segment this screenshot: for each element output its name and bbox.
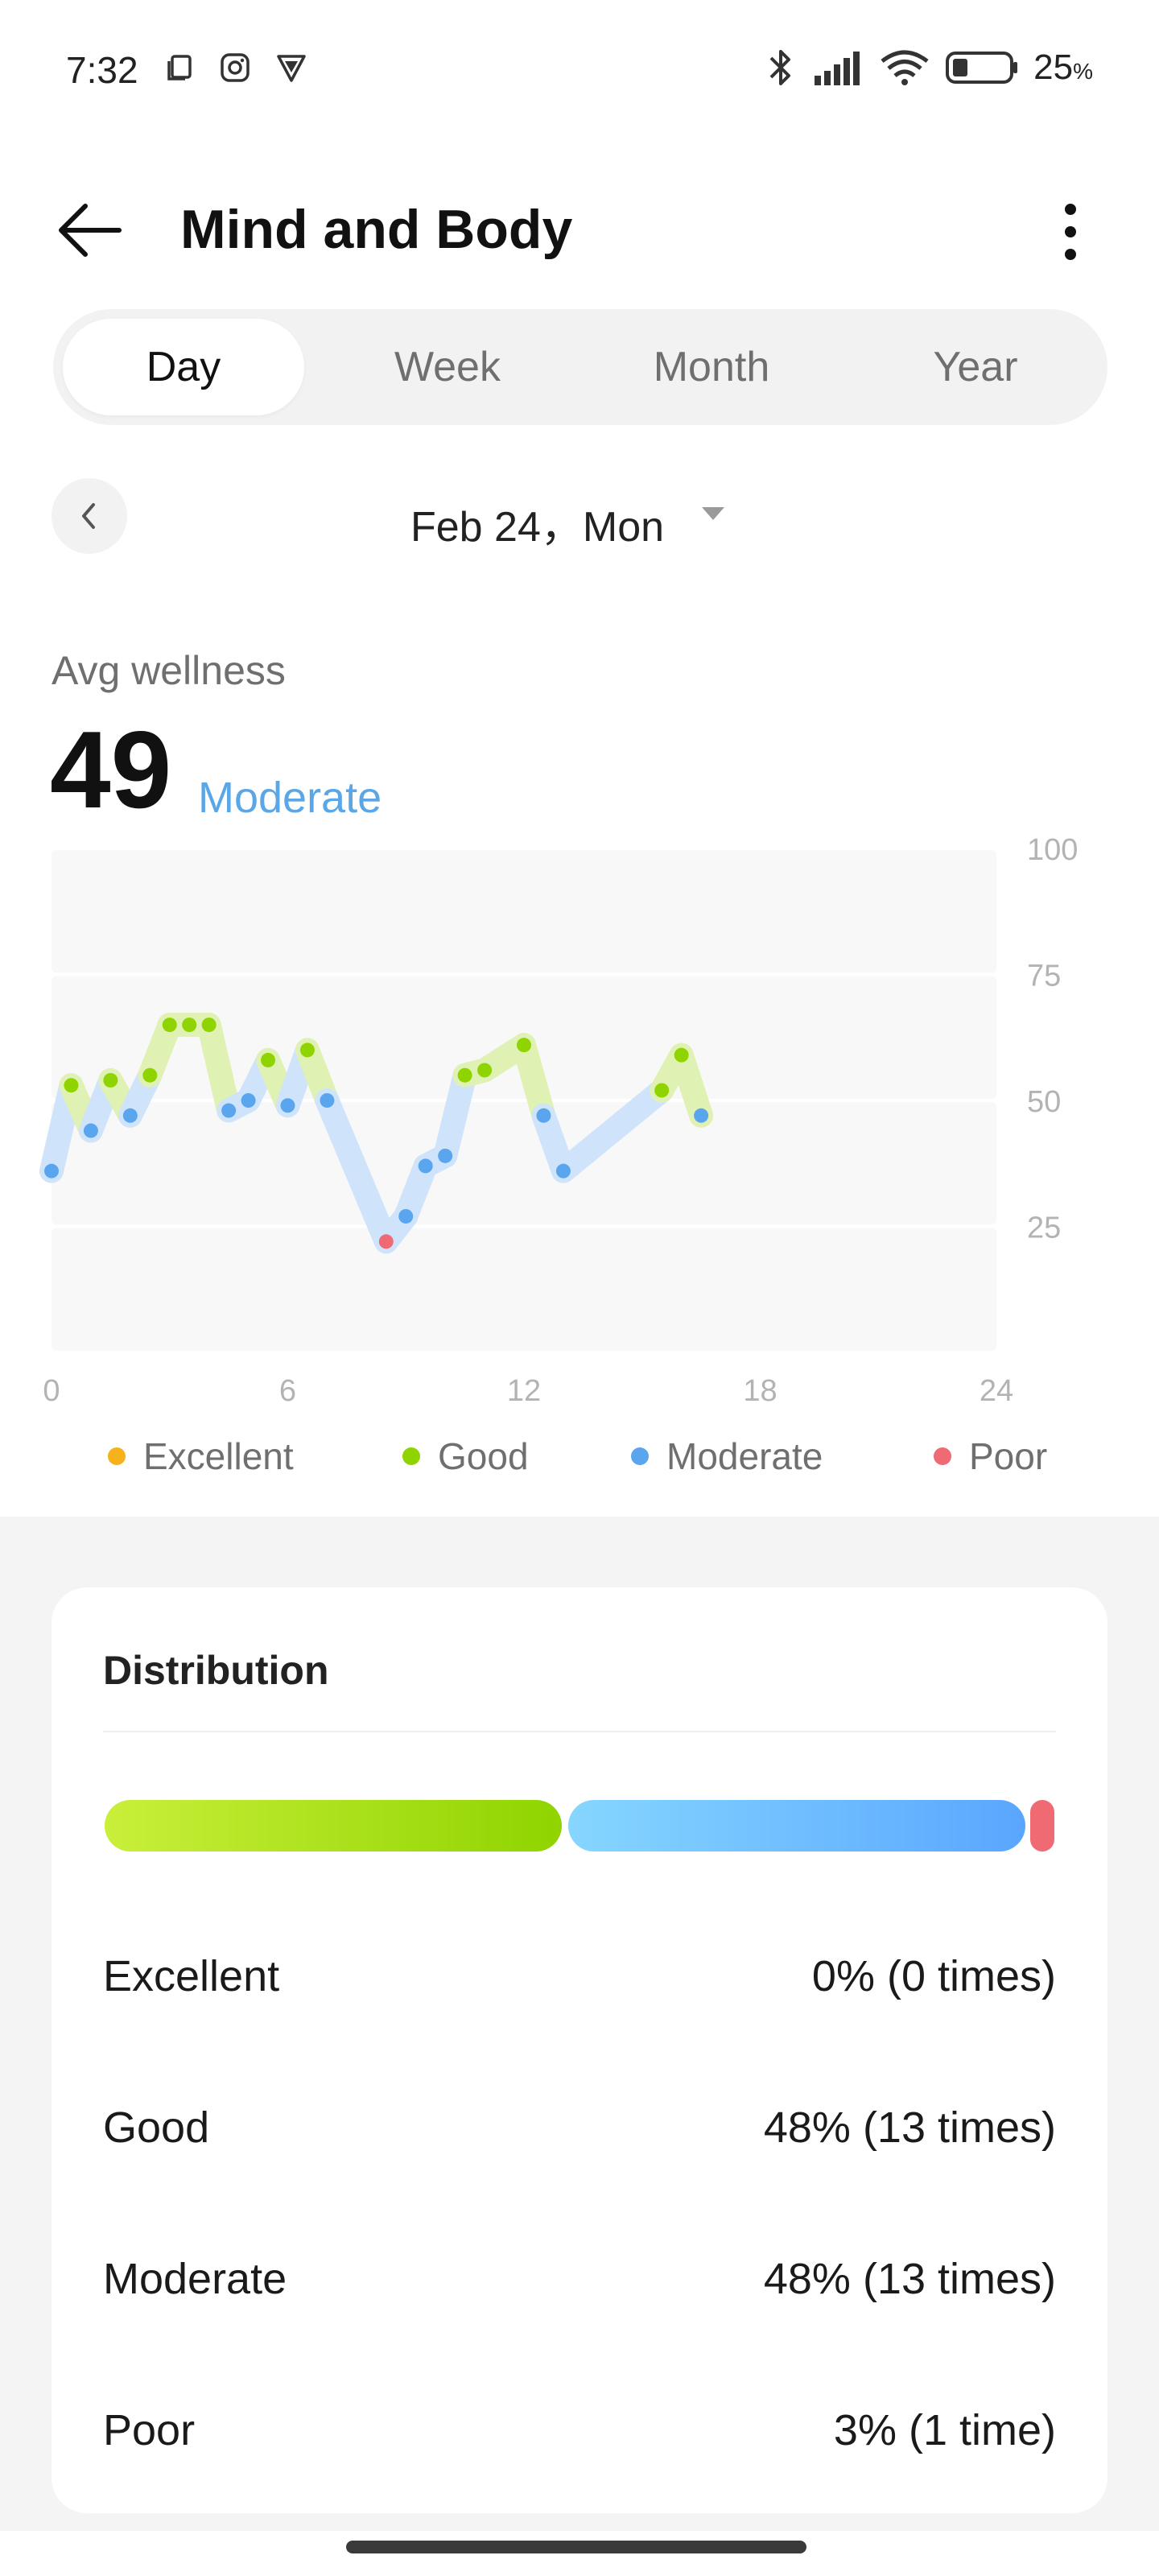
chart-point-good [103,1072,118,1088]
legend-good: Good [402,1435,529,1478]
previous-date-button[interactable] [52,478,127,554]
row-value-moderate: 48% (13 times) [763,2255,1056,2303]
x-tick-label: 12 [507,1374,541,1408]
avg-wellness-label: Avg wellness [52,648,286,693]
chart-point-poor [378,1234,394,1249]
row-value-good: 48% (13 times) [763,2103,1056,2152]
legend-dot-good [402,1447,420,1465]
chart-point-moderate [280,1098,295,1113]
legend-moderate: Moderate [631,1435,823,1478]
distribution-bar-good [105,1800,562,1852]
distribution-bar-poor [1030,1800,1054,1852]
legend-poor: Poor [934,1435,1047,1478]
distribution-title: Distribution [103,1648,329,1693]
distribution-bar-moderate [568,1800,1025,1852]
row-label-good: Good [103,2103,210,2152]
chart-point-good [299,1042,315,1058]
chart-point-good [654,1083,670,1098]
x-tick-label: 6 [279,1374,296,1408]
chart-point-moderate [694,1108,709,1123]
row-label-poor: Poor [103,2406,196,2454]
battery-icon [946,52,1018,84]
chart-point-good [182,1018,197,1033]
chart-point-moderate [221,1103,237,1118]
chart-point-moderate [122,1108,138,1123]
chevron-left-icon [82,503,95,529]
chart-point-good [674,1047,689,1063]
chart-point-moderate [83,1123,98,1138]
chart-band-segment [433,1063,477,1168]
status-time: 7:32 [66,49,138,91]
chart-band-segment [512,1033,556,1128]
page-title: Mind and Body [180,199,573,260]
chart-point-moderate [555,1163,571,1179]
legend-dot-poor [934,1447,951,1465]
chart-point-good [477,1063,493,1078]
wellness-chart: 100 75 50 25 0 6 12 18 24 [39,837,1078,1408]
x-tick-label: 0 [43,1374,60,1408]
chart-grid-band [52,1102,996,1225]
x-tick-label: 18 [743,1374,777,1408]
chart-band-segment [315,1088,398,1254]
legend-label: Excellent [143,1435,294,1477]
tab-month[interactable]: Month [653,344,770,390]
chart-point-moderate [44,1163,59,1179]
chart-point-good [517,1038,531,1053]
legend-label: Good [438,1435,529,1477]
row-value-poor: 3% (1 time) [833,2406,1056,2454]
chart-point-moderate [418,1158,433,1174]
chart-point-good [261,1052,276,1067]
battery-level: 25% [1033,47,1093,87]
chart-band-segment [551,1078,674,1183]
bluetooth-icon [769,50,791,85]
chart-point-good [457,1067,472,1083]
distribution-card [52,1587,1107,2513]
row-label-excellent: Excellent [103,1952,280,2000]
signal-icon [815,52,860,85]
wifi-icon [881,50,929,85]
chart-band-segment [196,1013,241,1123]
legend-label: Moderate [666,1435,823,1477]
tab-year[interactable]: Year [933,344,1018,390]
chart-point-good [142,1067,158,1083]
more-options-icon[interactable] [1046,200,1095,264]
x-tick-label: 24 [980,1374,1013,1408]
dropdown-caret-icon[interactable] [702,507,724,520]
chart-band-segment [669,1042,714,1128]
tab-day[interactable]: Day [63,319,304,415]
avg-wellness-status: Moderate [198,774,382,822]
chart-grid-band [52,850,996,973]
y-tick-label: 50 [1027,1085,1061,1119]
chart-point-moderate [398,1208,414,1224]
row-label-moderate: Moderate [103,2255,287,2303]
legend-dot-moderate [631,1447,649,1465]
y-tick-label: 100 [1027,837,1078,867]
chart-point-moderate [536,1108,551,1123]
legend-label: Poor [969,1435,1048,1477]
home-indicator[interactable] [346,2541,806,2553]
chart-point-good [201,1018,217,1033]
chart-point-good [64,1078,79,1093]
divider [103,1731,1056,1732]
legend-excellent: Excellent [108,1435,294,1478]
chart-point-moderate [438,1148,453,1163]
y-tick-label: 75 [1027,960,1061,993]
status-icons: 25% [763,47,1093,89]
period-tabs: Day Week Month Year [53,309,1107,425]
chart-point-moderate [241,1093,256,1108]
copy-icon [167,55,192,80]
date-selector[interactable]: Feb 24，Mon [410,504,665,551]
chart-grid-band [52,1228,996,1351]
chart-point-good [162,1018,177,1033]
legend-dot-excellent [108,1447,126,1465]
row-value-excellent: 0% (0 times) [811,1952,1056,2000]
shield-app-icon [277,55,306,82]
tab-week[interactable]: Week [394,344,501,390]
avg-wellness-value: 49 [50,708,172,831]
back-arrow-icon[interactable] [56,201,124,259]
y-tick-label: 25 [1027,1212,1061,1245]
chart-point-moderate [320,1093,335,1108]
instagram-icon [221,53,250,82]
